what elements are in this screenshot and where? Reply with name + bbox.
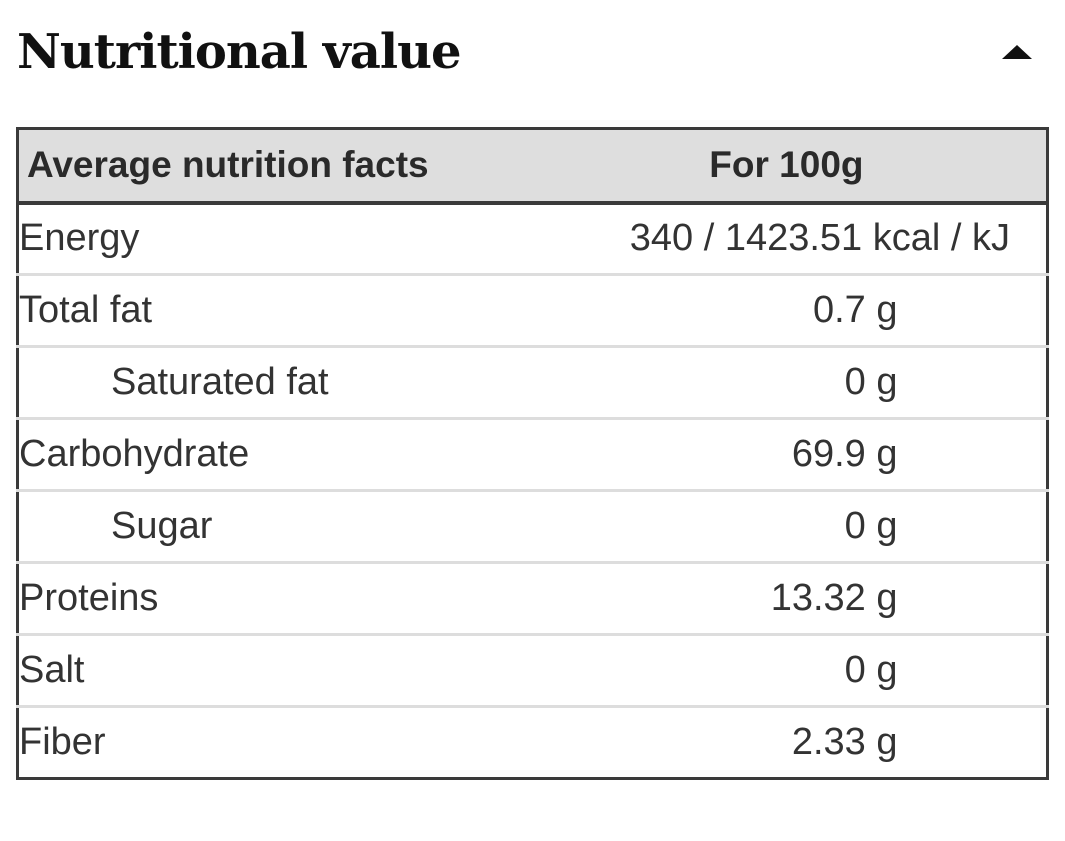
table-row: Total fat 0.7 g [17,274,1048,348]
table-row: Fiber 2.33 g [18,707,1048,779]
row-value: 0 g [517,346,898,420]
table-row: Salt 0 g [17,634,1048,708]
row-spacer [898,707,1048,779]
section-title: Nutritional value [17,24,461,80]
table-row: Energy 340 / 1423.51 kcal / kJ [17,202,1048,276]
table-row: Proteins 13.32 g [17,562,1048,636]
row-label: Saturated fat [17,346,518,420]
row-spacer [897,346,1048,420]
row-spacer [897,418,1048,492]
header-spacer-cell [897,128,1048,205]
table-row: Sugar 0 g [17,490,1048,564]
header-label-cell: Average nutrition facts [17,128,518,205]
table-row: Carbohydrate 69.9 g [17,418,1048,492]
table-row: Saturated fat 0 g [17,346,1048,420]
row-label: Total fat [17,274,518,348]
row-value: 0 g [517,634,898,708]
row-label: Salt [17,634,518,708]
row-spacer [897,490,1048,564]
table-header-row: Average nutrition facts For 100g [17,128,1048,205]
row-spacer [897,634,1048,708]
row-label: Sugar [17,490,518,564]
row-spacer [897,562,1048,636]
row-spacer [897,274,1048,348]
row-label: Proteins [17,562,518,636]
collapse-toggle-button[interactable] [997,32,1037,72]
row-value: 13.32 g [517,562,898,636]
row-label: Energy [17,202,518,276]
row-value: 2.33 g [791,721,898,763]
row-label: Fiber [19,721,106,763]
nutritional-value-section-header[interactable]: Nutritional value [17,12,1037,92]
row-value: 340 / 1423.51 kcal / kJ [517,202,1048,276]
nutrition-table: Average nutrition facts For 100g Energy … [16,127,1049,780]
triangle-up-icon [1002,45,1032,59]
row-label: Carbohydrate [17,418,518,492]
row-value: 0.7 g [517,274,898,348]
row-value: 0 g [517,490,898,564]
header-value-cell: For 100g [517,128,898,205]
row-value: 69.9 g [517,418,898,492]
